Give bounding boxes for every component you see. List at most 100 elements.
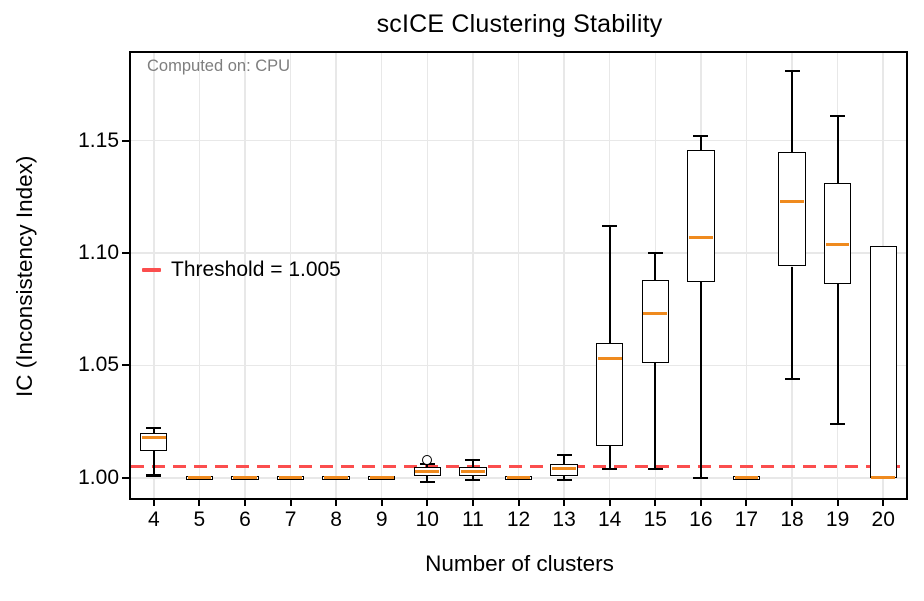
x-tick-label: 12 <box>506 508 531 531</box>
whisker-stem-lower <box>654 363 657 469</box>
y-tick-mark <box>122 476 129 479</box>
x-tick-label: 5 <box>193 508 206 531</box>
x-tick-mark <box>745 500 748 506</box>
x-tick-mark <box>380 500 383 506</box>
whisker-cap-lower <box>830 422 846 425</box>
whisker-stem-lower <box>426 475 429 483</box>
box-cluster-20 <box>869 246 897 478</box>
whisker-cap-lower <box>784 377 800 380</box>
whisker-cap-upper <box>146 427 162 430</box>
whisker-stem-upper <box>836 115 839 184</box>
median-line <box>780 199 804 203</box>
median-line <box>506 476 531 480</box>
whisker-cap-lower <box>693 476 709 479</box>
gridline-vertical <box>198 53 201 498</box>
x-tick-label: 18 <box>780 508 804 531</box>
chart-title: scICE Clustering Stability <box>376 10 663 38</box>
whisker-cap-upper <box>830 114 846 118</box>
median-line <box>415 469 440 473</box>
gridline-vertical <box>563 53 565 498</box>
y-tick-mark <box>122 364 129 367</box>
whisker-cap-upper <box>465 458 481 461</box>
gridline-vertical <box>426 53 429 498</box>
whisker-stem-lower <box>152 450 155 476</box>
gridline-vertical <box>745 53 748 498</box>
x-tick-mark <box>608 500 611 506</box>
x-tick-mark <box>289 500 292 506</box>
whisker-stem-lower <box>836 284 839 424</box>
y-tick-mark <box>122 139 129 142</box>
median-line <box>369 476 394 480</box>
whisker-cap-lower <box>146 474 162 477</box>
threshold-legend-label: Threshold = 1.005 <box>171 258 341 281</box>
x-tick-mark <box>471 500 474 506</box>
x-tick-label: 15 <box>643 508 667 531</box>
median-line <box>825 242 850 246</box>
gridline-vertical <box>335 53 337 498</box>
x-tick-label: 7 <box>284 508 297 531</box>
box-cluster-16 <box>687 149 715 283</box>
y-tick-label: 1.05 <box>78 353 119 377</box>
x-tick-mark <box>882 500 885 506</box>
x-tick-label: 10 <box>415 508 439 531</box>
median-line <box>324 476 349 480</box>
whisker-cap-upper <box>647 251 663 255</box>
median-line <box>187 476 212 480</box>
whisker-stem-lower <box>608 446 611 469</box>
x-tick-mark <box>517 500 520 506</box>
gridline-vertical <box>153 53 155 498</box>
median-line <box>233 476 257 480</box>
whisker-stem-upper <box>791 70 793 152</box>
y-axis-label: IC (Inconsistency Index) <box>12 155 37 398</box>
whisker-cap-upper <box>602 224 618 228</box>
whisker-stem-upper <box>699 136 702 150</box>
gridline-vertical <box>244 53 246 498</box>
x-tick-label: 13 <box>552 508 576 531</box>
whisker-stem-upper <box>472 459 474 467</box>
x-tick-label: 14 <box>597 508 622 531</box>
median-line <box>643 312 668 316</box>
whisker-cap-lower <box>419 481 435 484</box>
whisker-cap-upper <box>784 69 800 73</box>
whisker-stem-upper <box>608 226 611 343</box>
x-tick-mark <box>791 500 794 506</box>
x-tick-mark <box>152 500 155 506</box>
x-tick-label: 17 <box>734 508 759 531</box>
x-tick-label: 6 <box>239 508 251 531</box>
x-tick-label: 4 <box>147 508 160 531</box>
whisker-stem-lower <box>791 266 793 379</box>
x-tick-mark <box>654 500 657 506</box>
median-line <box>688 235 713 239</box>
y-tick-label: 1.10 <box>78 241 119 265</box>
whisker-stem-upper <box>152 428 155 433</box>
whisker-stem-upper <box>654 253 657 280</box>
whisker-cap-lower <box>647 467 663 470</box>
x-tick-mark <box>563 500 566 506</box>
threshold-dash-icon <box>142 268 161 272</box>
whisker-cap-lower <box>602 467 618 470</box>
box-cluster-18 <box>778 151 806 267</box>
median-line <box>141 435 166 439</box>
x-tick-label: 8 <box>330 508 342 531</box>
x-tick-label: 9 <box>375 508 388 531</box>
gridline-vertical <box>517 53 520 498</box>
x-tick-label: 19 <box>825 508 850 531</box>
y-tick-mark <box>122 252 129 255</box>
x-tick-mark <box>699 500 702 506</box>
threshold-legend: Threshold = 1.005 <box>142 257 341 283</box>
threshold-line <box>131 464 906 469</box>
x-tick-label: 11 <box>462 508 484 531</box>
device-annotation: Computed on: CPU <box>147 57 291 75</box>
median-line <box>552 467 576 471</box>
whisker-stem-lower <box>699 282 702 478</box>
median-line <box>597 357 622 361</box>
whisker-stem-lower <box>472 475 474 480</box>
median-line <box>278 476 303 480</box>
whisker-stem-upper <box>563 455 565 465</box>
whisker-cap-upper <box>693 135 709 138</box>
y-tick-label: 1.15 <box>78 128 119 152</box>
median-line <box>461 469 485 473</box>
gridline-vertical <box>472 53 474 498</box>
y-tick-label: 1.00 <box>78 465 119 489</box>
